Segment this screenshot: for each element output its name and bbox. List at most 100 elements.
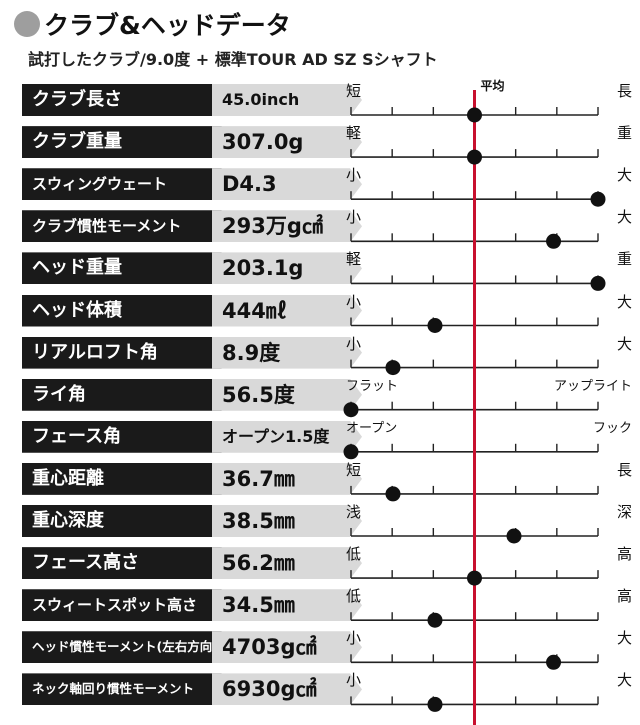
row-value-box: 56.5度 <box>212 378 362 411</box>
scale-low-label: 小 <box>346 292 362 311</box>
row-label: フェース高さ <box>32 552 140 574</box>
scale-low-label: 小 <box>346 671 362 690</box>
data-point <box>467 149 482 165</box>
scale-low-label: フラット <box>346 378 399 394</box>
row-label: 重心距離 <box>32 467 104 489</box>
scale-high-label: 高 <box>616 587 632 606</box>
row-label: ライ角 <box>32 383 86 405</box>
row-label-box: スウィートスポット高さ <box>22 589 232 622</box>
data-row: ライ角 56.5度 フラット アップライト <box>22 378 634 417</box>
row-value: 45.0inch <box>222 90 300 109</box>
row-label: ネック軸回り慣性モーメント <box>32 681 195 697</box>
scale-high-label: 高 <box>616 545 632 564</box>
scale-high-label: 長 <box>616 82 632 100</box>
chart-title: クラブ&ヘッドデータ <box>44 11 291 40</box>
data-point <box>385 360 401 376</box>
data-point <box>467 570 482 586</box>
row-value-box: 6930g㎠ <box>212 673 362 706</box>
row-label-box: フェース高さ <box>22 547 232 580</box>
scale-low-label: 浅 <box>346 503 362 521</box>
scale-low-label: 小 <box>346 166 362 185</box>
row-value-box: 203.1g <box>212 252 362 285</box>
row-value-box: 293万g㎠ <box>212 210 362 243</box>
data-row: クラブ長さ 45.0inch 短 長 <box>22 82 634 122</box>
row-label: ヘッド慣性モーメント(左右方向) <box>32 639 218 655</box>
bullet-dot-icon <box>14 11 40 37</box>
row-label-box: ヘッド慣性モーメント(左右方向) <box>22 631 232 664</box>
data-row: 重心深度 38.5㎜ 浅 深 <box>22 503 634 543</box>
row-value: 203.1g <box>222 256 304 281</box>
row-value: 36.7㎜ <box>222 466 295 491</box>
scale-high-label: フック <box>592 420 632 436</box>
row-label-box: リアルロフト角 <box>22 336 232 369</box>
scale-low-label: 短 <box>346 460 362 479</box>
data-row: 重心距離 36.7㎜ 短 長 <box>22 461 634 501</box>
row-label: ヘッド重量 <box>32 257 122 279</box>
scale-high-label: 大 <box>616 166 632 185</box>
scale-low-label: 小 <box>346 629 362 648</box>
row-label: スウィートスポット高さ <box>32 596 198 615</box>
row-label-box: ネック軸回り慣性モーメント <box>22 673 232 706</box>
row-label-box: スウィングウェート <box>22 168 232 201</box>
scale-high-label: 大 <box>616 334 632 353</box>
scale-high-label: 大 <box>616 629 632 648</box>
scale-low-label: 軽 <box>346 250 362 269</box>
row-value-box: 36.7㎜ <box>212 462 362 495</box>
row-value: 307.0g <box>222 130 304 155</box>
data-row: リアルロフト角 8.9度 小 大 <box>22 335 634 375</box>
row-label-box: クラブ長さ <box>22 84 232 116</box>
row-value: 34.5㎜ <box>222 593 295 618</box>
data-point <box>343 402 359 418</box>
data-row: スウィートスポット高さ 34.5㎜ 低 高 <box>22 587 634 627</box>
scale-high-label: 重 <box>616 250 632 269</box>
data-row: クラブ慣性モーメント 293万g㎠ 小 大 <box>22 208 634 248</box>
data-point <box>590 275 606 291</box>
row-label: スウィングウェート <box>32 175 168 194</box>
row-label-box: フェース角 <box>22 420 232 453</box>
data-point <box>546 233 562 249</box>
data-point <box>343 444 359 460</box>
row-label: リアルロフト角 <box>32 341 158 363</box>
row-label-box: クラブ慣性モーメント <box>22 210 232 243</box>
row-label-box: ライ角 <box>22 378 232 411</box>
data-row: クラブ重量 307.0g 軽 重 <box>22 124 634 164</box>
row-value: 56.2㎜ <box>222 551 295 576</box>
scale-low-label: オープン <box>346 420 398 436</box>
row-value: 8.9度 <box>222 340 281 365</box>
chart-subtitle: 試打したクラブ/9.0度 + 標準TOUR AD SZ Sシャフト <box>28 50 438 69</box>
scale-low-label: 軽 <box>346 124 362 143</box>
scale-low-label: 小 <box>346 208 362 227</box>
data-point <box>506 528 522 544</box>
row-label: クラブ慣性モーメント <box>32 217 182 236</box>
scale-high-label: 大 <box>616 208 632 227</box>
scale-high-label: 大 <box>616 292 632 311</box>
data-point <box>467 107 482 123</box>
data-point <box>385 486 401 502</box>
scale-high-label: 長 <box>616 460 632 479</box>
row-label-box: 重心距離 <box>22 462 232 495</box>
row-label: ヘッド体積 <box>32 299 122 321</box>
row-label: 重心深度 <box>32 510 104 531</box>
row-value-box: 4703g㎠ <box>212 631 362 664</box>
data-row: ヘッド慣性モーメント(左右方向) 4703g㎠ 小 大 <box>22 629 634 669</box>
data-row: フェース角 オープン1.5度 オープン フック <box>22 420 634 459</box>
data-row: スウィングウェート D4.3 小 大 <box>22 166 634 206</box>
row-value: 38.5㎜ <box>222 509 295 533</box>
chart-title-block: クラブ&ヘッドデータ <box>14 6 291 42</box>
scale-low-label: 短 <box>346 82 362 100</box>
row-value-box: オープン1.5度 <box>212 420 362 453</box>
row-value: オープン1.5度 <box>222 426 330 446</box>
scale-high-label: 大 <box>616 671 632 690</box>
row-label-box: ヘッド重量 <box>22 252 232 285</box>
row-value: D4.3 <box>222 172 277 197</box>
data-row: ネック軸回り慣性モーメント 6930g㎠ 小 大 <box>22 671 634 711</box>
scale-low-label: 小 <box>346 334 362 353</box>
scale-low-label: 低 <box>346 587 362 606</box>
row-value: 6930g㎠ <box>222 677 317 702</box>
row-value-box: 34.5㎜ <box>212 589 362 622</box>
row-label: クラブ長さ <box>32 89 122 110</box>
data-row: フェース高さ 56.2㎜ 低 高 <box>22 545 634 585</box>
row-label-box: ヘッド体積 <box>22 294 232 327</box>
row-value-box: 38.5㎜ <box>212 505 362 537</box>
